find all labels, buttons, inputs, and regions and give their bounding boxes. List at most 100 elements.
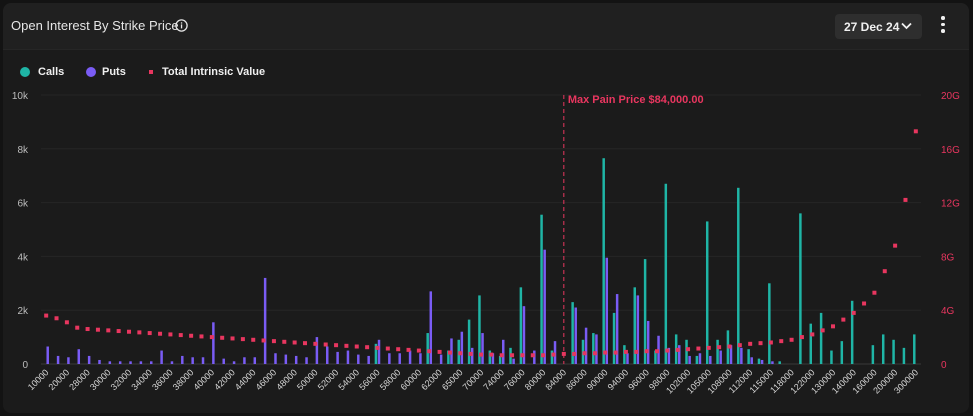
open-interest-panel: Open Interest By Strike Price 27 Dec 24 … xyxy=(3,3,969,413)
puts-bar xyxy=(398,353,401,364)
intrinsic-point xyxy=(893,243,898,248)
intrinsic-point xyxy=(240,337,245,342)
x-tick-label: 65000 xyxy=(440,367,465,392)
intrinsic-point xyxy=(178,333,183,338)
puts-bar xyxy=(232,361,236,364)
x-tick-label: 86000 xyxy=(564,367,589,392)
puts-bar xyxy=(263,277,267,364)
kebab-menu-icon[interactable] xyxy=(938,16,948,36)
puts-bar xyxy=(181,355,184,364)
puts-bar xyxy=(729,345,733,364)
calls-bar xyxy=(850,300,854,364)
puts-bar xyxy=(574,307,577,364)
puts-bar xyxy=(377,339,381,364)
intrinsic-point xyxy=(758,341,763,346)
calls-bar xyxy=(747,349,750,364)
puts-bar xyxy=(191,357,194,364)
puts-bar xyxy=(688,355,691,364)
intrinsic-point xyxy=(882,269,887,274)
calls-bar xyxy=(778,361,781,364)
puts-bar xyxy=(201,357,205,364)
puts-bar xyxy=(460,331,464,364)
intrinsic-point xyxy=(717,345,722,350)
intrinsic-swatch xyxy=(149,70,153,74)
y2-tick-label: 4G xyxy=(941,306,955,317)
puts-bar xyxy=(698,353,702,364)
puts-bar xyxy=(667,347,671,364)
puts-bar xyxy=(439,354,443,364)
chevron-down-icon xyxy=(901,22,912,30)
intrinsic-point xyxy=(416,348,421,353)
puts-bar xyxy=(553,341,557,364)
y2-tick-label: 0 xyxy=(941,360,947,371)
intrinsic-point xyxy=(706,345,711,350)
intrinsic-point xyxy=(530,353,535,358)
puts-bar xyxy=(481,333,484,364)
calls-bar xyxy=(540,214,543,364)
puts-bar xyxy=(626,353,629,364)
intrinsic-point xyxy=(479,352,483,357)
y-tick-label: 0 xyxy=(22,360,28,371)
info-icon[interactable] xyxy=(175,19,188,32)
x-tick-label: 46000 xyxy=(254,367,279,392)
intrinsic-point xyxy=(137,330,142,335)
intrinsic-point xyxy=(489,352,494,357)
puts-bar xyxy=(719,350,722,364)
puts-bar xyxy=(388,353,391,364)
intrinsic-point xyxy=(686,347,691,352)
intrinsic-point xyxy=(189,333,194,338)
intrinsic-point xyxy=(95,327,100,332)
puts-bar xyxy=(98,359,101,364)
x-tick-label: 32000 xyxy=(109,367,134,392)
x-tick-label: 54000 xyxy=(336,367,361,392)
intrinsic-point xyxy=(334,343,339,348)
intrinsic-point xyxy=(209,335,214,340)
intrinsic-point xyxy=(468,351,473,356)
intrinsic-point xyxy=(375,345,380,350)
intrinsic-point xyxy=(396,347,401,352)
calls-bar xyxy=(705,221,709,364)
x-tick-label: 28000 xyxy=(67,367,92,392)
calls-bar xyxy=(550,350,554,364)
puts-bar xyxy=(512,358,515,364)
calls-bar xyxy=(519,287,523,364)
intrinsic-point xyxy=(582,351,587,356)
intrinsic-point xyxy=(458,351,463,356)
x-tick-label: 30000 xyxy=(88,367,113,392)
intrinsic-point xyxy=(85,327,90,332)
x-tick-label: 70000 xyxy=(461,367,486,392)
max-pain-label: Max Pain Price $84,000.00 xyxy=(568,94,704,106)
y2-tick-label: 16G xyxy=(941,145,960,156)
calls-bar xyxy=(757,358,761,364)
puts-bar xyxy=(522,306,526,364)
intrinsic-point xyxy=(199,334,204,339)
puts-bar xyxy=(429,291,433,364)
intrinsic-point xyxy=(220,335,225,340)
expiry-dropdown[interactable]: 27 Dec 24 xyxy=(835,14,922,39)
open-interest-chart: 0 2k 4k 6k 8k 10k 0 4G 8G 12G 16G 20G Max Pain Price… xyxy=(12,91,960,396)
intrinsic-point xyxy=(406,347,411,352)
intrinsic-point xyxy=(520,353,525,358)
intrinsic-point xyxy=(655,349,659,354)
puts-bar xyxy=(357,354,360,364)
puts-bar xyxy=(129,361,132,364)
calls-bar xyxy=(830,350,833,364)
puts-bar xyxy=(636,295,640,364)
calls-bar xyxy=(478,295,481,364)
legend-calls-label: Calls xyxy=(38,66,65,78)
calls-bar xyxy=(871,345,875,364)
intrinsic-point xyxy=(665,348,670,353)
puts-bar xyxy=(367,355,370,364)
intrinsic-point xyxy=(303,341,307,346)
x-tick-label: 44000 xyxy=(233,367,258,392)
intrinsic-point xyxy=(116,329,121,334)
puts-bar xyxy=(470,347,474,364)
intrinsic-point xyxy=(913,129,918,134)
puts-bar xyxy=(595,334,598,364)
intrinsic-point xyxy=(872,290,877,295)
intrinsic-point xyxy=(779,339,784,344)
calls-bar xyxy=(902,347,906,364)
expiry-dropdown-label: 27 Dec 24 xyxy=(844,20,900,34)
legend-intrinsic-label: Total Intrinsic Value xyxy=(162,66,266,78)
intrinsic-point xyxy=(696,346,701,351)
